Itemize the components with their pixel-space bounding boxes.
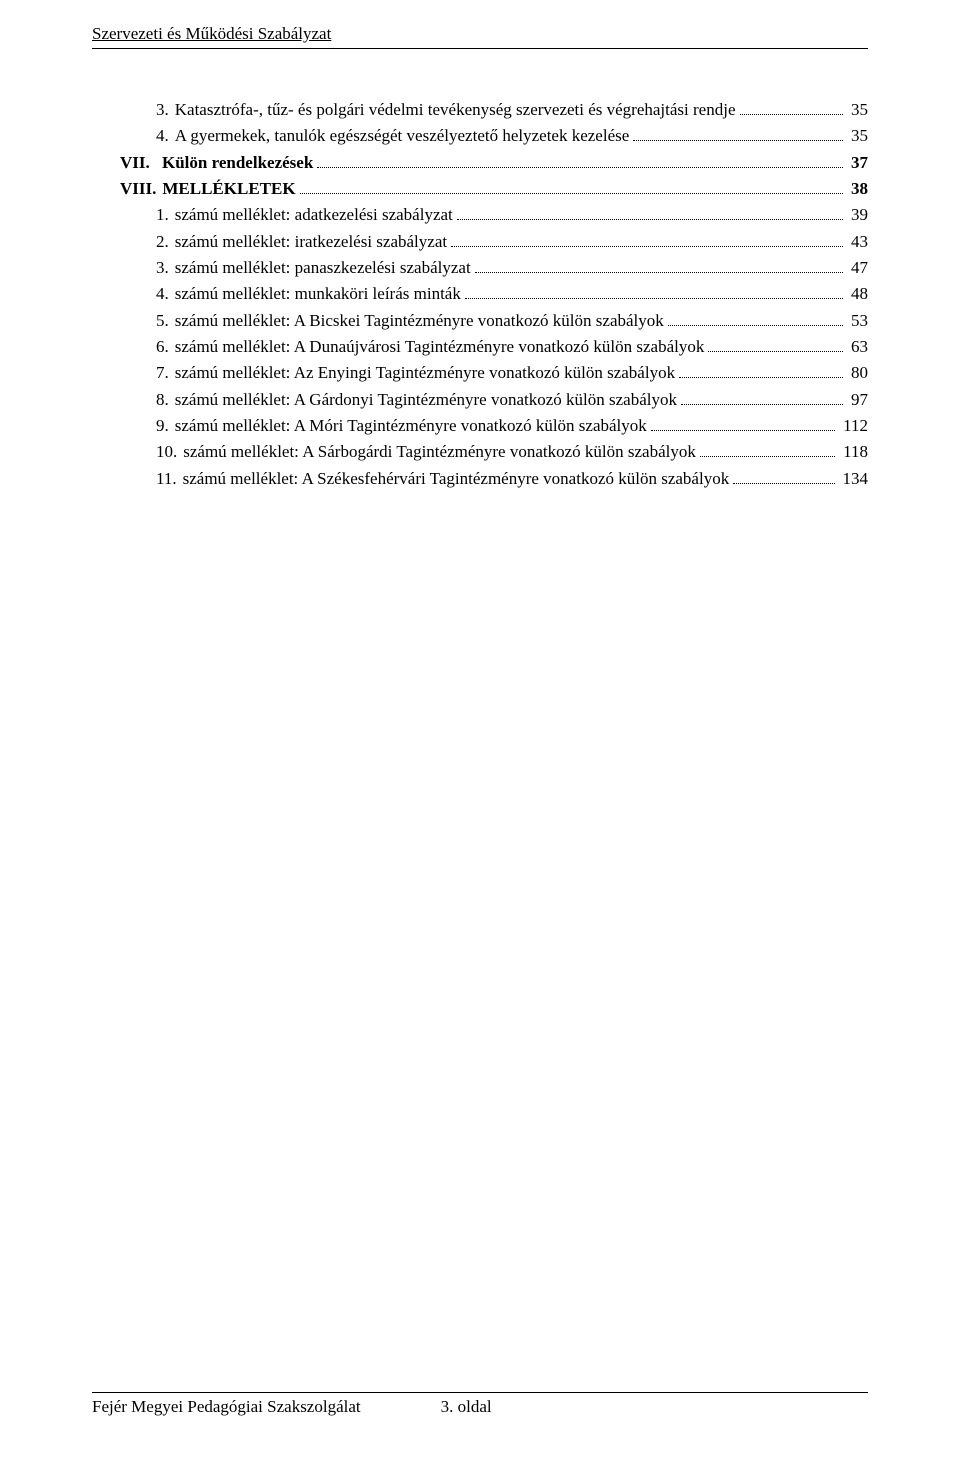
toc-dot-leader bbox=[708, 336, 843, 352]
toc-dot-leader bbox=[465, 283, 843, 299]
toc-page-number: 37 bbox=[847, 150, 868, 176]
toc-content: 3. Katasztrófa-, tűz- és polgári védelmi… bbox=[92, 97, 868, 492]
toc-line: 10. számú melléklet: A Sárbogárdi Tagint… bbox=[92, 439, 868, 465]
toc-number: 8. bbox=[156, 387, 175, 413]
toc-number: VII. bbox=[120, 150, 162, 176]
toc-dot-leader bbox=[317, 151, 843, 167]
toc-page-number: 63 bbox=[847, 334, 868, 360]
toc-line: 6. számú melléklet: A Dunaújvárosi Tagin… bbox=[92, 334, 868, 360]
toc-line: 3. számú melléklet: panaszkezelési szabá… bbox=[92, 255, 868, 281]
toc-text: számú melléklet: A Gárdonyi Tagintézmény… bbox=[175, 387, 677, 413]
toc-page-number: 35 bbox=[847, 123, 868, 149]
toc-page-number: 112 bbox=[839, 413, 868, 439]
page-header: Szervezeti és Működési Szabályzat bbox=[92, 24, 868, 46]
toc-line: 5. számú melléklet: A Bicskei Tagintézmé… bbox=[92, 308, 868, 334]
toc-dot-leader bbox=[740, 99, 844, 115]
toc-dot-leader bbox=[700, 441, 835, 457]
toc-number: 5. bbox=[156, 308, 175, 334]
toc-line: 11. számú melléklet: A Székesfehérvári T… bbox=[92, 466, 868, 492]
toc-text: Katasztrófa-, tűz- és polgári védelmi te… bbox=[175, 97, 736, 123]
toc-page-number: 80 bbox=[847, 360, 868, 386]
footer-page-label: 3. oldal bbox=[361, 1397, 868, 1417]
toc-number: 10. bbox=[156, 439, 183, 465]
toc-page-number: 39 bbox=[847, 202, 868, 228]
toc-dot-leader bbox=[457, 204, 843, 220]
toc-dot-leader bbox=[733, 468, 834, 484]
header-rule bbox=[92, 48, 868, 49]
toc-number: 3. bbox=[156, 97, 175, 123]
toc-line: 2. számú melléklet: iratkezelési szabály… bbox=[92, 229, 868, 255]
toc-page-number: 43 bbox=[847, 229, 868, 255]
toc-dot-leader bbox=[633, 125, 843, 141]
toc-dot-leader bbox=[668, 309, 843, 325]
toc-number: 7. bbox=[156, 360, 175, 386]
toc-line: 8. számú melléklet: A Gárdonyi Tagintézm… bbox=[92, 387, 868, 413]
toc-page-number: 38 bbox=[847, 176, 868, 202]
toc-number: VIII. bbox=[120, 176, 162, 202]
footer-row: Fejér Megyei Pedagógiai Szakszolgálat 3.… bbox=[92, 1397, 868, 1417]
toc-page-number: 118 bbox=[839, 439, 868, 465]
toc-line: 3. Katasztrófa-, tűz- és polgári védelmi… bbox=[92, 97, 868, 123]
toc-text: számú melléklet: adatkezelési szabályzat bbox=[175, 202, 453, 228]
toc-number: 2. bbox=[156, 229, 175, 255]
page-footer: Fejér Megyei Pedagógiai Szakszolgálat 3.… bbox=[92, 1392, 868, 1417]
toc-text: számú melléklet: A Dunaújvárosi Tagintéz… bbox=[175, 334, 705, 360]
toc-text: számú melléklet: A Sárbogárdi Tagintézmé… bbox=[183, 439, 696, 465]
toc-dot-leader bbox=[651, 415, 835, 431]
toc-page-number: 48 bbox=[847, 281, 868, 307]
toc-line: 9. számú melléklet: A Móri Tagintézményr… bbox=[92, 413, 868, 439]
toc-text: számú melléklet: A Bicskei Tagintézményr… bbox=[175, 308, 664, 334]
toc-line-section: VIII. MELLÉKLETEK 38 bbox=[92, 176, 868, 202]
toc-line: 4. A gyermekek, tanulók egészségét veszé… bbox=[92, 123, 868, 149]
document-page: Szervezeti és Működési Szabályzat 3. Kat… bbox=[0, 0, 960, 1457]
toc-line: 1. számú melléklet: adatkezelési szabály… bbox=[92, 202, 868, 228]
toc-dot-leader bbox=[475, 257, 843, 273]
toc-text: MELLÉKLETEK bbox=[162, 176, 295, 202]
toc-number: 3. bbox=[156, 255, 175, 281]
toc-number: 11. bbox=[156, 466, 183, 492]
footer-left-text: Fejér Megyei Pedagógiai Szakszolgálat bbox=[92, 1397, 361, 1417]
toc-text: számú melléklet: A Móri Tagintézményre v… bbox=[175, 413, 647, 439]
toc-line: 7. számú melléklet: Az Enyingi Tagintézm… bbox=[92, 360, 868, 386]
toc-dot-leader bbox=[451, 230, 843, 246]
toc-text: számú melléklet: munkaköri leírás minták bbox=[175, 281, 461, 307]
toc-text: A gyermekek, tanulók egészségét veszélye… bbox=[175, 123, 630, 149]
toc-number: 4. bbox=[156, 281, 175, 307]
toc-number: 1. bbox=[156, 202, 175, 228]
toc-number: 9. bbox=[156, 413, 175, 439]
toc-number: 4. bbox=[156, 123, 175, 149]
footer-rule bbox=[92, 1392, 868, 1393]
toc-page-number: 134 bbox=[839, 466, 869, 492]
toc-page-number: 47 bbox=[847, 255, 868, 281]
toc-dot-leader bbox=[679, 362, 843, 378]
toc-line: 4. számú melléklet: munkaköri leírás min… bbox=[92, 281, 868, 307]
toc-page-number: 53 bbox=[847, 308, 868, 334]
toc-text: számú melléklet: iratkezelési szabályzat bbox=[175, 229, 447, 255]
toc-text: számú melléklet: panaszkezelési szabályz… bbox=[175, 255, 471, 281]
toc-dot-leader bbox=[681, 388, 843, 404]
toc-text: számú melléklet: Az Enyingi Tagintézmény… bbox=[175, 360, 675, 386]
header-title: Szervezeti és Működési Szabályzat bbox=[92, 24, 331, 43]
toc-text: Külön rendelkezések bbox=[162, 150, 313, 176]
toc-line-section: VII. Külön rendelkezések 37 bbox=[92, 150, 868, 176]
toc-dot-leader bbox=[300, 178, 843, 194]
toc-number: 6. bbox=[156, 334, 175, 360]
toc-page-number: 97 bbox=[847, 387, 868, 413]
toc-page-number: 35 bbox=[847, 97, 868, 123]
toc-text: számú melléklet: A Székesfehérvári Tagin… bbox=[183, 466, 730, 492]
